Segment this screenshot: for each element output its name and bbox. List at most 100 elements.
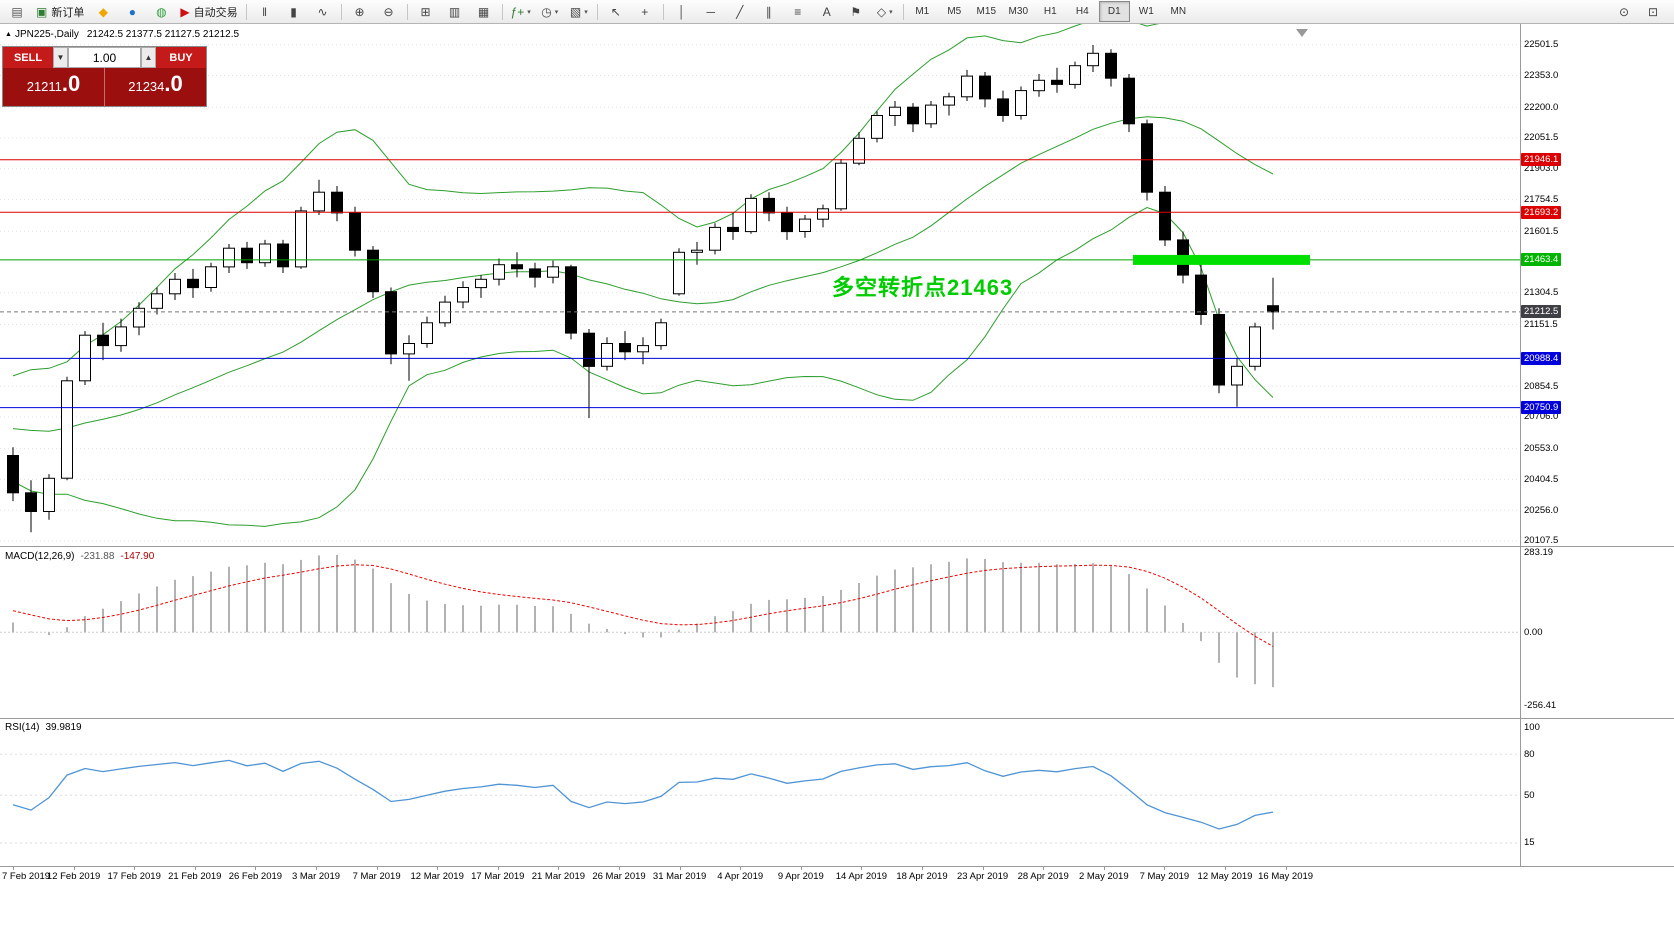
panel-divider[interactable] — [0, 546, 1674, 547]
periods-button[interactable]: ◷ ▾ — [536, 1, 564, 23]
ohlc-values: 21242.5 21377.5 21127.5 21212.5 — [86, 29, 240, 40]
text-icon: A — [822, 4, 831, 19]
buy-price-display[interactable]: 21234.0 — [105, 68, 206, 106]
crosshair-button[interactable]: + — [631, 1, 659, 23]
zoom-out-button[interactable]: ⊖ — [375, 1, 403, 23]
line-chart-type-button[interactable]: ∿ — [309, 1, 337, 23]
objects-dropdown-button[interactable]: ◇ ▾ — [871, 1, 899, 23]
new-chart-button[interactable]: ▤ — [3, 1, 31, 23]
community-icon-button[interactable]: ● — [118, 1, 146, 23]
date-label: 2 May 2019 — [1078, 871, 1129, 882]
search-symbol-button[interactable]: ⊙ — [1610, 1, 1638, 23]
indicators-button[interactable]: ƒ+ ▾ — [507, 1, 535, 23]
timeframe-button-m1[interactable]: M1 — [915, 6, 930, 17]
price-tick-label: 21304.5 — [1524, 287, 1559, 299]
toolbar-separator — [340, 3, 342, 20]
price-tick-label: 21903.0 — [1524, 163, 1559, 175]
candlestick-chart-type-button[interactable]: ▮ — [280, 1, 308, 23]
toolbar-separator — [406, 3, 408, 20]
date-label: 18 Apr 2019 — [896, 871, 948, 882]
label-button[interactable]: ⚑ — [842, 1, 870, 23]
channel-icon: ∥ — [765, 4, 772, 19]
channel-button[interactable]: ∥ — [755, 1, 783, 23]
text-button[interactable]: A — [813, 1, 841, 23]
templates-button[interactable]: ▧ ▾ — [565, 1, 593, 23]
price-tick-label: 22353.0 — [1524, 69, 1559, 81]
volume-decrease-button[interactable]: ▼ — [53, 47, 68, 68]
zoom-in-button[interactable]: ⊕ — [346, 1, 374, 23]
horizontal-line-icon: ─ — [706, 4, 716, 19]
vertical-line-button[interactable]: │ — [668, 1, 696, 23]
panel-divider[interactable] — [0, 718, 1674, 719]
rsi-scale-label: 50 — [1524, 789, 1535, 801]
fibonacci-icon: ≡ — [794, 4, 802, 19]
timeframe-button-h1[interactable]: H1 — [1043, 6, 1057, 17]
timeframe-button-m30[interactable]: M30 — [1008, 6, 1028, 17]
vertical-line-icon: │ — [678, 4, 686, 19]
date-label: 21 Mar 2019 — [531, 871, 586, 882]
toolbar-separator — [501, 3, 503, 20]
rsi-value: 39.9819 — [45, 722, 82, 733]
zoom-in-icon: ⊕ — [354, 4, 365, 19]
rsi-indicator-panel[interactable] — [0, 719, 1520, 865]
sell-button[interactable]: SELL — [3, 47, 53, 68]
price-tick-label: 21151.5 — [1524, 319, 1558, 331]
volume-increase-button[interactable]: ▲ — [141, 47, 156, 68]
trendline-button[interactable]: ╱ — [726, 1, 754, 23]
community-icon-icon: ● — [128, 4, 136, 19]
timeframe-button-d1[interactable]: D1 — [1098, 1, 1130, 22]
date-label: 28 Apr 2019 — [1017, 871, 1069, 882]
autotrading-button[interactable]: ▶ 自动交易 — [176, 1, 241, 23]
market-icon-button[interactable]: ◍ — [147, 1, 175, 23]
objects-dropdown-icon: ◇ — [876, 4, 887, 19]
arrange-windows-button[interactable]: ▦ — [470, 1, 498, 23]
cursor-button[interactable]: ↖ — [602, 1, 630, 23]
date-label: 31 Mar 2019 — [652, 871, 707, 882]
timeframe-button-w1[interactable]: W1 — [1138, 6, 1154, 17]
price-tick-label: 22200.0 — [1524, 101, 1559, 113]
date-label: 7 May 2019 — [1139, 871, 1190, 882]
date-label: 23 Apr 2019 — [956, 871, 1009, 882]
cascade-windows-button[interactable]: ▥ — [441, 1, 469, 23]
time-axis-tick — [437, 866, 439, 870]
time-axis-tick — [1164, 866, 1166, 870]
new-order-button[interactable]: ▣ 新订单 — [32, 1, 88, 23]
sell-price-display[interactable]: 21211.0 — [3, 68, 105, 106]
macd-scale-label: -256.41 — [1524, 699, 1557, 711]
candlestick-chart[interactable] — [0, 24, 1520, 546]
fibonacci-button[interactable]: ≡ — [784, 1, 812, 23]
timeframe-button-m15[interactable]: M15 — [976, 6, 996, 17]
date-label: 26 Feb 2019 — [228, 871, 283, 882]
timeframe-button-m5[interactable]: M5 — [947, 6, 962, 17]
sell-price-main: 21211 — [26, 79, 62, 94]
date-label: 12 May 2019 — [1197, 871, 1253, 882]
metaquotes-icon-button[interactable]: ◆ — [89, 1, 117, 23]
price-tick-label: 20107.5 — [1524, 535, 1559, 547]
timeframe-button-mn[interactable]: MN — [1170, 6, 1187, 17]
sell-price-fraction: .0 — [61, 71, 81, 96]
macd-indicator-panel[interactable] — [0, 548, 1520, 717]
caret-down-icon: ▾ — [527, 8, 531, 16]
one-click-expander-icon[interactable]: ▲ — [5, 31, 12, 38]
new-window-button[interactable]: ⊡ — [1639, 1, 1667, 23]
price-tick-label: 20706.0 — [1524, 411, 1559, 423]
price-badge: 21463.4 — [1521, 253, 1562, 267]
bar-chart-type-button[interactable]: ‖ — [251, 1, 279, 23]
caret-down-icon: ▾ — [584, 8, 588, 16]
rsi-title: RSI(14) — [5, 722, 40, 733]
timeframe-button-h4[interactable]: H4 — [1075, 6, 1089, 17]
toolbar-separator — [902, 3, 904, 20]
horizontal-line-button[interactable]: ─ — [697, 1, 725, 23]
price-tick-label: 22501.5 — [1524, 39, 1559, 51]
time-axis-tick — [679, 866, 681, 870]
toolbar-separator — [662, 3, 664, 20]
tile-windows-button[interactable]: ⊞ — [412, 1, 440, 23]
turning-point-annotation[interactable]: 多空转折点21463 — [832, 275, 1014, 300]
one-click-trading-panel: SELL ▼ ▲ BUY 21211.0 21234.0 — [2, 46, 207, 107]
date-label: 7 Feb 2019 — [2, 871, 51, 882]
rsi-scale-label: 80 — [1524, 748, 1535, 760]
price-badge: 21693.2 — [1521, 205, 1562, 219]
buy-button[interactable]: BUY — [156, 47, 206, 68]
volume-input[interactable] — [68, 47, 141, 68]
